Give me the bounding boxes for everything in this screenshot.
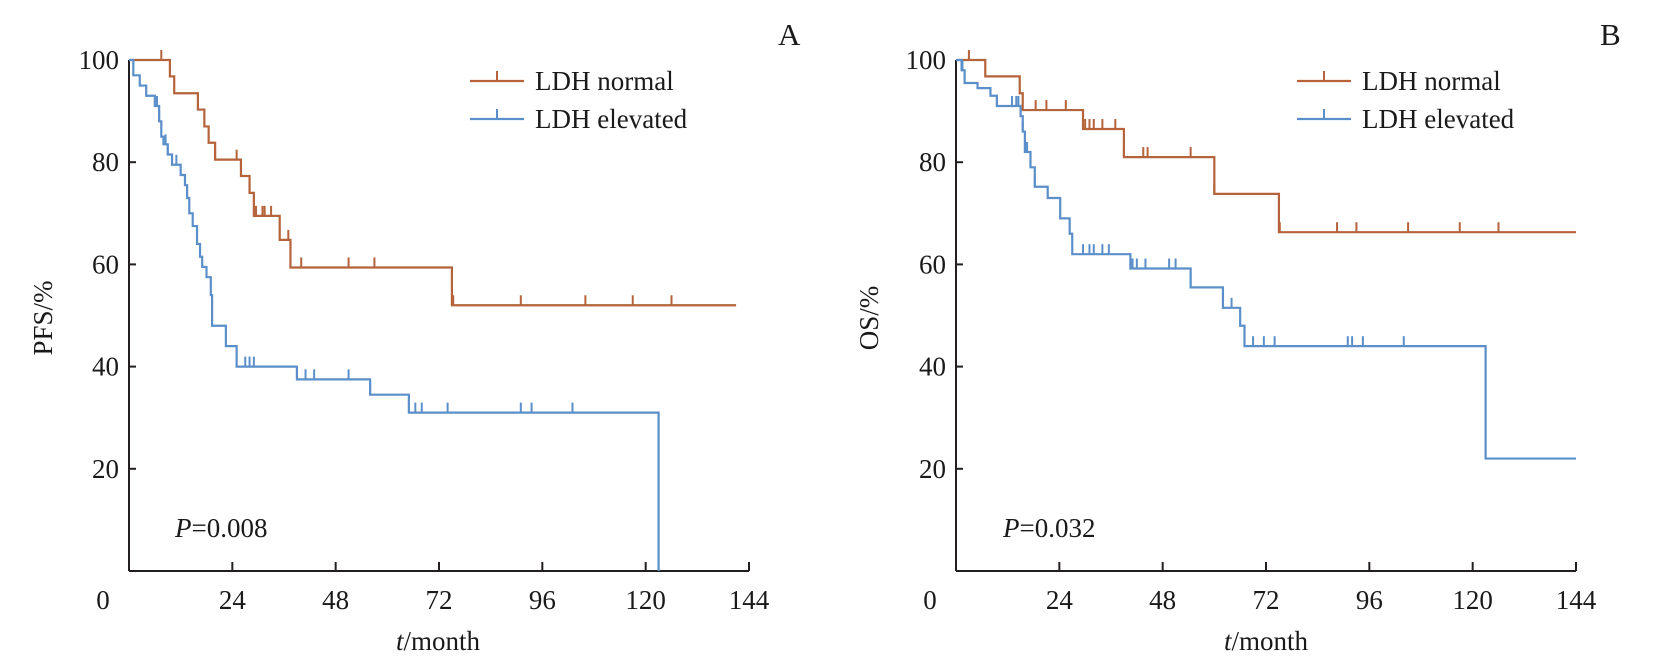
km-curve-elevated-b <box>956 58 1576 460</box>
y-tick-label-a: 60 <box>92 249 119 279</box>
x-axis-label-rest-a: /month <box>404 626 481 656</box>
x-tick-label-b: 144 <box>1556 585 1597 615</box>
y-tick-labels-a: 20 40 60 80 100 <box>79 45 120 484</box>
x-axis-label-b: t/month <box>1224 626 1309 656</box>
x-axis-label-rest-b: /month <box>1232 626 1309 656</box>
legend-label-elevated-b: LDH elevated <box>1362 104 1515 134</box>
curves-b <box>956 50 1576 460</box>
legend-label-elevated-a: LDH elevated <box>535 104 688 134</box>
x-tick-label-b: 120 <box>1452 585 1493 615</box>
axes-a <box>128 59 750 572</box>
legend-label-normal-a: LDH normal <box>535 66 674 96</box>
p-value-italic-a: P <box>174 513 192 543</box>
x-tick-label-a: 120 <box>625 585 666 615</box>
panel-label-b: B <box>1600 17 1621 52</box>
x-tick-labels-a: 0 24 48 72 96 120 144 <box>96 585 770 615</box>
km-curve-normal-a <box>129 58 737 307</box>
p-value-a: P=0.008 <box>174 513 267 543</box>
panel-b-os-chart: B 20 40 60 80 100 0 24 48 72 96 120 144 OS/% t/mon… <box>854 17 1621 656</box>
x-tick-label-a: 96 <box>529 585 556 615</box>
curves-a <box>129 50 737 571</box>
x-tick-label-b: 24 <box>1046 585 1074 615</box>
x-tick-label-b: 72 <box>1253 585 1280 615</box>
x-tick-label-b: 96 <box>1356 585 1383 615</box>
x-axis-label-a: t/month <box>396 626 481 656</box>
x-tick-label-a: 72 <box>426 585 453 615</box>
y-tick-label-a: 40 <box>92 352 119 382</box>
x-tick-label-a: 0 <box>96 585 110 615</box>
p-value-rest-b: =0.032 <box>1020 513 1096 543</box>
x-tick-label-a: 24 <box>219 585 247 615</box>
y-tick-labels-b: 20 40 60 80 100 <box>906 45 947 484</box>
panel-a-pfs-chart: A 20 40 60 80 100 0 24 48 72 96 120 144 PFS/% t/mo… <box>28 17 801 656</box>
y-axis-label-b: OS/% <box>854 286 884 351</box>
legend-a: LDH normal LDH elevated <box>470 66 688 134</box>
legend-b: LDH normal LDH elevated <box>1297 66 1515 134</box>
y-tick-label-b: 60 <box>919 249 946 279</box>
y-tick-label-b: 100 <box>906 45 947 75</box>
p-value-italic-b: P <box>1002 513 1020 543</box>
y-tick-label-a: 80 <box>92 147 119 177</box>
km-curve-normal-b <box>956 58 1576 234</box>
legend-label-normal-b: LDH normal <box>1362 66 1501 96</box>
x-tick-labels-b: 0 24 48 72 96 120 144 <box>923 585 1597 615</box>
x-tick-label-a: 144 <box>729 585 770 615</box>
x-axis-label-italic-b: t <box>1224 626 1233 656</box>
axes-b <box>955 59 1577 572</box>
panel-label-a: A <box>778 17 801 52</box>
x-axis-label-italic-a: t <box>396 626 405 656</box>
y-tick-label-a: 100 <box>79 45 120 75</box>
y-tick-label-b: 20 <box>919 454 946 484</box>
x-tick-label-a: 48 <box>322 585 349 615</box>
y-tick-label-b: 80 <box>919 147 946 177</box>
x-tick-label-b: 48 <box>1149 585 1176 615</box>
y-axis-label-a: PFS/% <box>28 280 58 355</box>
p-value-b: P=0.032 <box>1002 513 1095 543</box>
p-value-rest-a: =0.008 <box>192 513 268 543</box>
y-tick-label-a: 20 <box>92 454 119 484</box>
x-tick-label-b: 0 <box>923 585 937 615</box>
y-tick-label-b: 40 <box>919 352 946 382</box>
